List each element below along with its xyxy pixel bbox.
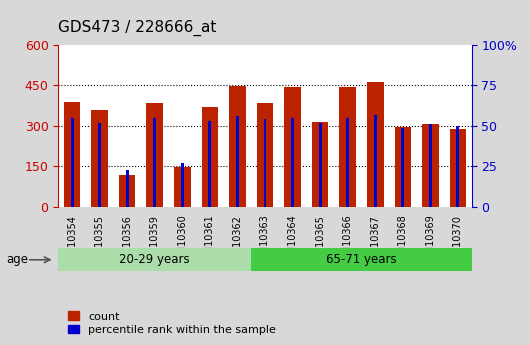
Bar: [449, 129, 466, 207]
Bar: [346, 118, 349, 207]
Bar: [98, 123, 101, 207]
Bar: [91, 110, 108, 207]
Bar: [146, 103, 163, 207]
Bar: [374, 115, 377, 207]
Legend: count, percentile rank within the sample: count, percentile rank within the sample: [64, 307, 280, 339]
Bar: [70, 118, 74, 207]
Bar: [174, 167, 191, 207]
Bar: [126, 170, 129, 207]
Text: 65-71 years: 65-71 years: [326, 253, 397, 266]
Bar: [208, 121, 211, 207]
Bar: [64, 102, 81, 207]
Text: age: age: [6, 253, 29, 266]
Bar: [429, 124, 432, 207]
Bar: [456, 126, 460, 207]
Bar: [229, 86, 246, 207]
Bar: [422, 124, 439, 207]
Bar: [58, 248, 251, 271]
Text: 20-29 years: 20-29 years: [119, 253, 190, 266]
Bar: [236, 116, 239, 207]
Bar: [119, 175, 136, 207]
Bar: [394, 127, 411, 207]
Bar: [263, 119, 267, 207]
Bar: [401, 128, 404, 207]
Bar: [319, 123, 322, 207]
Bar: [257, 103, 273, 207]
Bar: [284, 87, 301, 207]
Bar: [367, 82, 384, 207]
Bar: [153, 118, 156, 207]
Bar: [181, 163, 184, 207]
Bar: [312, 122, 329, 207]
Bar: [201, 107, 218, 207]
Bar: [291, 118, 294, 207]
Text: GDS473 / 228666_at: GDS473 / 228666_at: [58, 20, 217, 36]
Bar: [251, 248, 472, 271]
Bar: [339, 87, 356, 207]
